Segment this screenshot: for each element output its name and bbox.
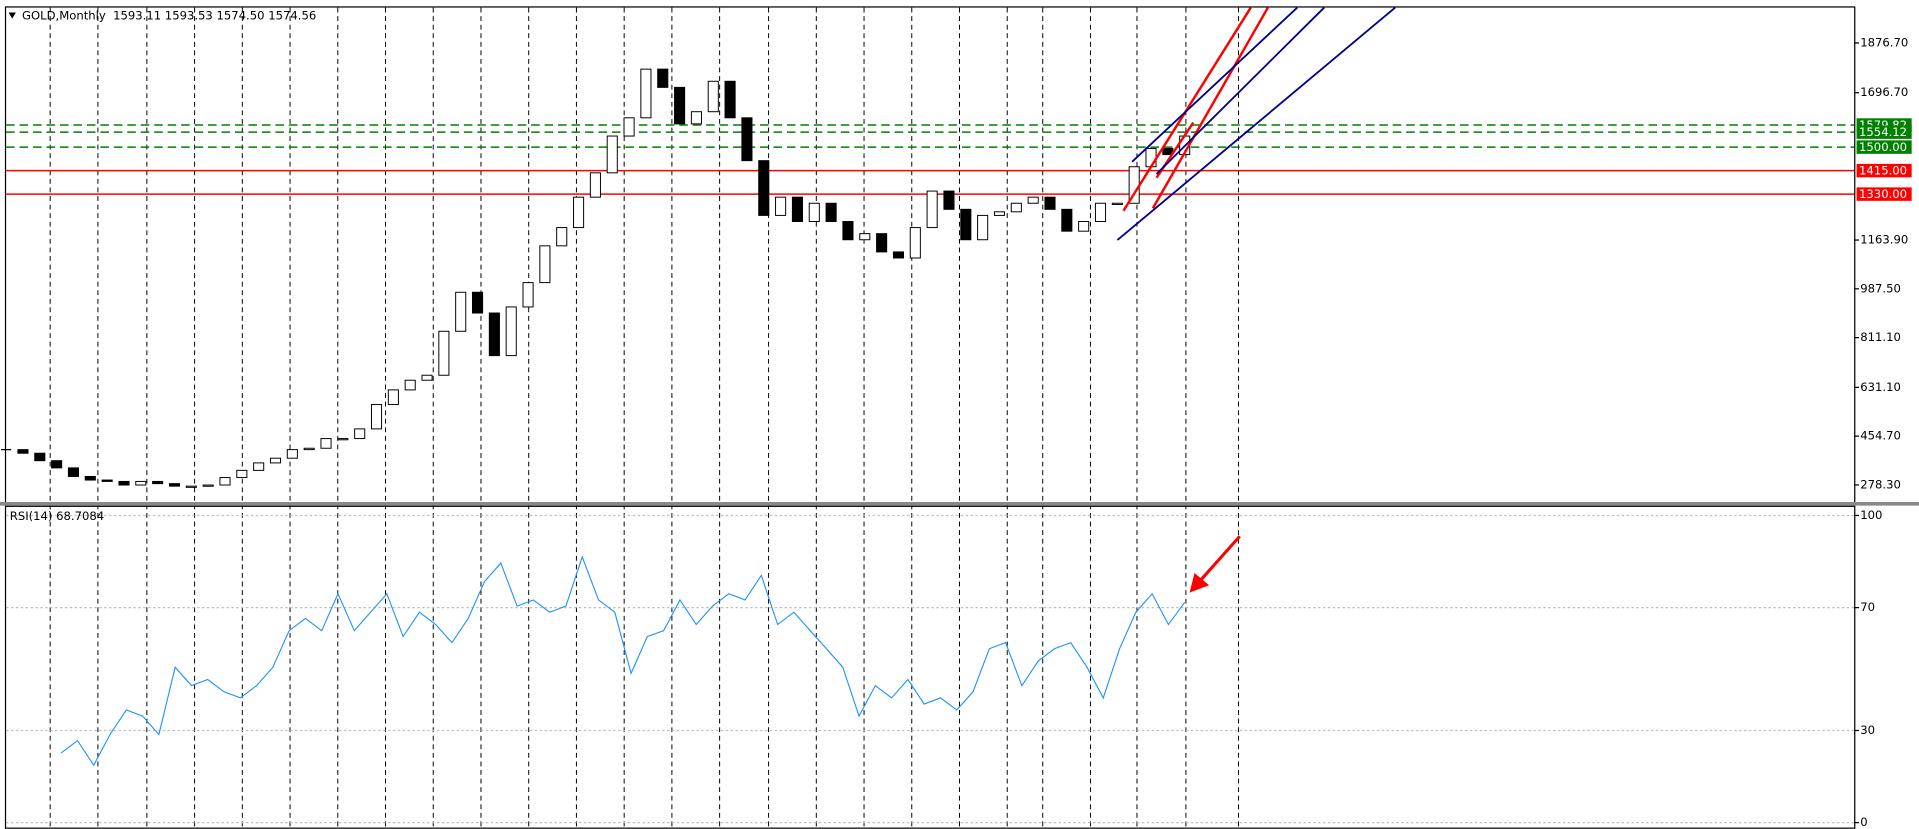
grid-layer: 1876.70 1696.70 1163.90 987.50 811.10 631.10 4…	[6, 35, 1908, 829]
candle	[606, 135, 618, 174]
candle	[909, 227, 921, 259]
candle	[1111, 202, 1123, 205]
candle	[859, 233, 871, 241]
level-label: 1500.00	[1859, 140, 1907, 154]
candle	[539, 245, 551, 284]
candle	[472, 291, 484, 314]
candle	[758, 160, 770, 216]
candle	[1078, 221, 1090, 232]
candle	[1044, 196, 1056, 210]
candle	[640, 68, 652, 119]
level-label-box	[1856, 163, 1912, 178]
candle	[1061, 208, 1073, 232]
candle	[168, 483, 181, 487]
frame	[0, 6, 1919, 829]
trend-lines	[1116, 6, 1396, 241]
level-label: 1554.12	[1859, 125, 1907, 139]
candle	[135, 480, 147, 486]
level-label-box	[1856, 125, 1912, 139]
candle	[892, 251, 905, 259]
y-tick-label: 631.10	[1860, 380, 1901, 394]
candle	[84, 475, 96, 481]
candle	[236, 469, 248, 479]
menu-triangle[interactable]	[8, 12, 16, 19]
candle	[741, 117, 753, 162]
rsi-line	[60, 555, 1186, 767]
candle	[943, 190, 955, 210]
candle	[354, 428, 366, 440]
candle	[1027, 196, 1039, 204]
candle	[690, 111, 702, 125]
candle	[320, 438, 332, 449]
candle	[825, 202, 837, 222]
candle	[926, 190, 938, 229]
candle	[303, 447, 315, 451]
y-tick-label: 100	[1860, 508, 1882, 522]
level-label: 1415.00	[1859, 164, 1907, 178]
candle	[118, 480, 130, 486]
y-tick-label: 987.50	[1860, 281, 1901, 295]
y-tick-label: 278.30	[1860, 477, 1901, 491]
candle	[421, 374, 433, 381]
rsi-title: RSI(14) 68.7084	[10, 509, 104, 523]
level-label-box	[1856, 140, 1912, 154]
y-tick-label: 1696.70	[1860, 85, 1908, 99]
candle	[556, 227, 568, 247]
candle	[269, 457, 282, 464]
candle	[623, 117, 635, 137]
candle	[219, 477, 231, 486]
candle	[674, 86, 686, 125]
candle	[152, 480, 164, 485]
candle	[51, 460, 63, 469]
candle	[253, 462, 265, 471]
level-label: 1330.00	[1859, 187, 1907, 201]
y-tick-label: 0	[1860, 815, 1867, 829]
y-tick-label: 1163.90	[1860, 233, 1908, 247]
y-tick-label: 70	[1860, 600, 1875, 614]
candle	[17, 449, 29, 454]
candle	[808, 202, 820, 222]
candle	[202, 484, 214, 487]
y-tick-label: 811.10	[1860, 330, 1901, 344]
candle	[438, 330, 450, 376]
candle	[589, 172, 601, 198]
arrow	[1189, 535, 1241, 593]
candle	[34, 452, 46, 462]
candle	[977, 214, 989, 241]
candle	[573, 196, 585, 229]
candle	[707, 80, 719, 113]
candle	[387, 389, 399, 406]
level-label-box	[1856, 187, 1912, 201]
candle	[455, 291, 467, 332]
candle	[370, 404, 383, 430]
y-tick-label: 454.70	[1860, 429, 1901, 443]
price-title: GOLD,Monthly 1593.11 1593.53 1574.50 157…	[22, 9, 316, 23]
candle	[101, 479, 113, 482]
candle	[1010, 202, 1022, 213]
y-tick-label: 1876.70	[1860, 35, 1908, 49]
candle	[337, 438, 349, 441]
candle	[185, 485, 197, 488]
candle	[960, 208, 972, 241]
y-tick-label: 30	[1860, 723, 1875, 737]
candle	[488, 312, 500, 357]
marks-layer	[1, 68, 1191, 767]
candle	[1094, 202, 1107, 222]
candle	[791, 196, 803, 222]
candle	[993, 211, 1006, 216]
candle	[67, 467, 80, 477]
candle	[842, 221, 854, 241]
candle	[1145, 147, 1157, 168]
candle	[657, 68, 669, 88]
candle	[775, 196, 787, 216]
candle	[404, 379, 416, 391]
candle	[522, 282, 534, 308]
candle	[286, 449, 298, 459]
candle	[876, 233, 888, 253]
candle	[724, 80, 736, 119]
candle	[505, 306, 517, 357]
